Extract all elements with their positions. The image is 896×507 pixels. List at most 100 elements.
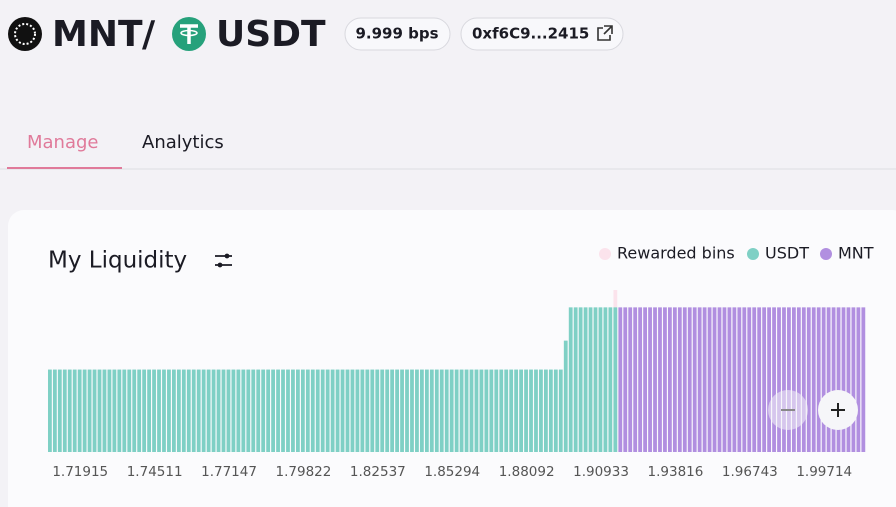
bar [424,369,429,452]
bar [400,369,404,452]
bar [206,369,211,452]
bar [395,369,399,452]
bar [762,307,767,452]
bar [544,369,548,452]
bar [831,307,836,452]
bar [385,369,390,452]
x-tick-label: 1.82537 [350,464,406,480]
bar [201,369,206,452]
bar [92,369,97,452]
bar [181,369,186,452]
bar [291,369,295,452]
bar [598,307,603,452]
bar [687,307,692,452]
bar [628,307,633,452]
bar [191,369,196,452]
bar [553,369,558,452]
bar [271,369,275,452]
bar [137,369,142,452]
bar [806,307,811,452]
legend-swatch [820,248,832,260]
bar [77,369,82,452]
bar [320,369,325,452]
x-tick-label: 1.77147 [201,464,257,480]
bar [231,369,236,452]
bar [633,307,638,452]
bar [330,369,335,452]
bar [57,369,62,452]
bar [603,307,608,452]
x-tick-label: 1.79822 [276,464,332,480]
address[interactable]: 0xf6C9...2415 [472,25,589,43]
x-tick-label: 1.93816 [648,464,704,480]
bar [266,369,271,452]
bar [717,307,722,452]
tab-manage[interactable]: Manage [27,132,99,153]
bar [658,307,662,452]
bar [653,307,657,452]
bar [772,307,776,452]
bar [370,369,375,452]
tab-analytics[interactable]: Analytics [142,132,224,153]
legend-swatch [599,248,611,260]
bar [742,307,747,452]
bar [420,369,424,452]
bar [286,369,290,452]
bar [345,369,350,452]
bar [722,307,727,452]
bar [509,369,514,452]
bar [782,307,786,452]
bar [216,369,221,452]
bar [702,307,707,452]
bar [613,307,618,452]
bar [405,369,409,452]
bar [489,369,494,452]
external-link-icon[interactable] [597,25,613,41]
bar [529,369,533,452]
bar [573,307,578,452]
legend-swatch [747,248,759,260]
filter-icon[interactable] [215,253,232,268]
bar [429,369,434,452]
bar [444,369,449,452]
bar [821,307,826,452]
bar [692,307,697,452]
bar [186,369,191,452]
bar [335,369,340,452]
address-badge[interactable] [460,17,624,51]
bar [261,369,266,452]
bar [434,369,439,452]
bar [767,307,771,452]
bar [796,307,801,452]
bar [276,369,280,452]
bar [142,369,147,452]
bar [568,307,573,452]
chart-title: My Liquidity [48,248,187,274]
bar [340,369,345,452]
separator: / [142,14,156,55]
bar [82,369,87,452]
bar [732,307,737,452]
bar [668,307,672,452]
bar [757,307,762,452]
bar [122,369,127,452]
bar [682,307,687,452]
bar [360,369,365,452]
x-tick-label: 1.90933 [573,464,629,480]
bar [281,369,285,452]
bar [236,369,241,452]
x-tick-label: 1.96743 [722,464,778,480]
bar [350,369,355,452]
bar [737,307,742,452]
legend-label: USDT [765,244,809,263]
bar [365,369,370,452]
bar [494,369,499,452]
bar [97,369,102,452]
bar [588,307,593,452]
bar [623,307,628,452]
bar [176,369,181,452]
bar [152,369,156,452]
bar [469,369,474,452]
bar [519,369,523,452]
bar [211,369,216,452]
